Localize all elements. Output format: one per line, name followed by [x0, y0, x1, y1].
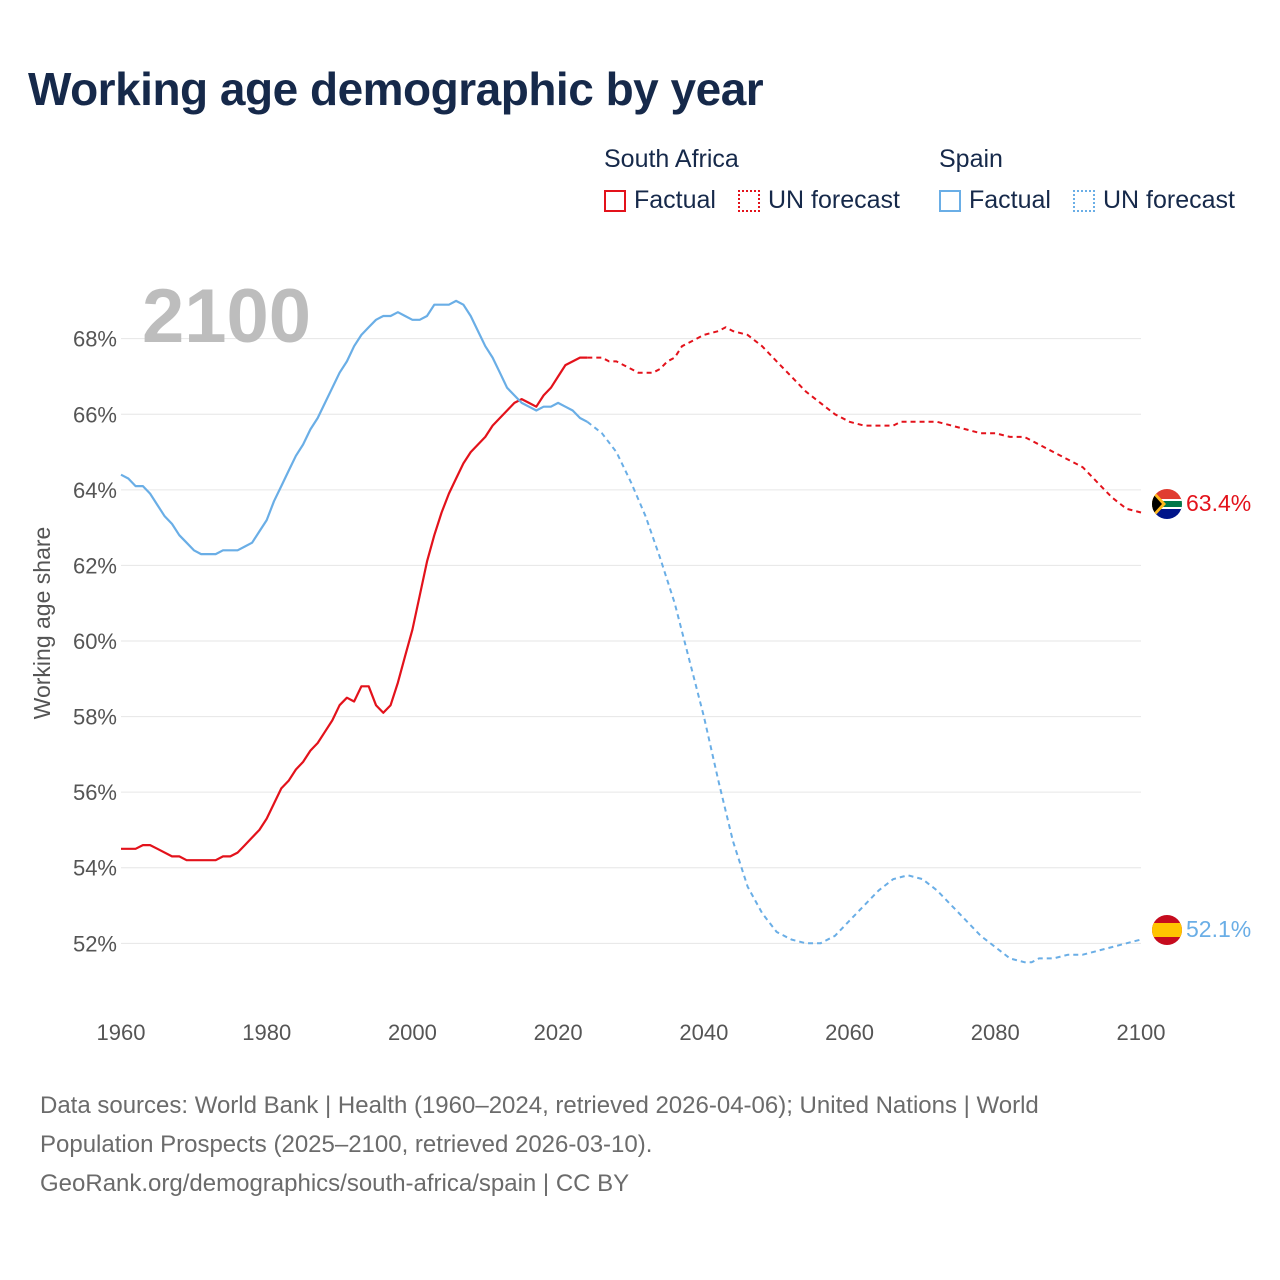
legend-label: UN forecast [768, 186, 900, 214]
legend-label: Factual [969, 186, 1051, 214]
x-axis-ticks: 1960 1980 2000 2020 2040 2060 2080 2100 [97, 1020, 1166, 1045]
legend-south-africa-factual[interactable]: Factual [604, 186, 716, 215]
y-tick-label: 68% [73, 327, 117, 352]
legend-swatch-solid-blue [939, 189, 961, 212]
legend-spain-factual[interactable]: Factual [939, 186, 1051, 215]
series-lines [120, 299, 1142, 964]
legend-swatch-dotted-blue [1073, 189, 1095, 212]
legend-group-south-africa: South Africa [604, 145, 739, 173]
y-axis-label: Working age share [29, 527, 55, 720]
y-axis-ticks: 52% 54% 56% 58% 60% 62% 64% 66% 68% [73, 327, 117, 957]
spain-end-value: 52.1% [1186, 916, 1251, 942]
south-africa-factual-line[interactable] [121, 356, 588, 862]
y-tick-label: 62% [73, 553, 117, 578]
y-tick-label: 66% [73, 402, 117, 427]
legend-swatch-solid-red [604, 189, 626, 212]
x-tick-label: 2000 [388, 1020, 437, 1045]
footer-line: Population Prospects (2025–2100, retriev… [40, 1131, 653, 1158]
gridlines [121, 338, 1141, 944]
year-display: 2100 [142, 274, 311, 359]
footer-sources: Data sources: World Bank | Health (1960–… [40, 1086, 1220, 1203]
legend-group-spain: Spain [939, 145, 1003, 173]
x-tick-label: 2100 [1117, 1020, 1166, 1045]
y-tick-label: 52% [73, 931, 117, 956]
y-tick-label: 58% [73, 705, 117, 730]
chart-title: Working age demographic by year [28, 63, 764, 115]
south-africa-end-value: 63.4% [1186, 490, 1251, 516]
x-tick-label: 2080 [971, 1020, 1020, 1045]
y-tick-label: 60% [73, 629, 117, 654]
south-africa-flag-icon [1152, 489, 1182, 519]
legend-swatch-dotted-red [738, 189, 760, 212]
y-tick-label: 54% [73, 856, 117, 881]
spain-factual-line[interactable] [120, 299, 588, 556]
spain-forecast-line[interactable] [586, 421, 1142, 964]
spain-flag-icon [1152, 915, 1182, 945]
legend-label: Factual [634, 186, 716, 214]
x-tick-label: 1980 [242, 1020, 291, 1045]
south-africa-forecast-line[interactable] [587, 326, 1142, 514]
y-tick-label: 56% [73, 780, 117, 805]
x-tick-label: 2060 [825, 1020, 874, 1045]
x-tick-label: 1960 [97, 1020, 146, 1045]
legend-south-africa-forecast[interactable]: UN forecast [738, 186, 900, 215]
line-chart: 52% 54% 56% 58% 60% 62% 64% 66% 68% 1960 1980 2000… [29, 274, 1251, 1045]
legend-spain-forecast[interactable]: UN forecast [1073, 186, 1235, 215]
footer-link[interactable]: GeoRank.org/demographics/south-africa/sp… [40, 1170, 630, 1197]
x-tick-label: 2040 [679, 1020, 728, 1045]
legend-label: UN forecast [1103, 186, 1235, 214]
end-markers [1152, 489, 1182, 945]
y-tick-label: 64% [73, 478, 117, 503]
x-tick-label: 2020 [534, 1020, 583, 1045]
footer-line: Data sources: World Bank | Health (1960–… [40, 1092, 1039, 1119]
